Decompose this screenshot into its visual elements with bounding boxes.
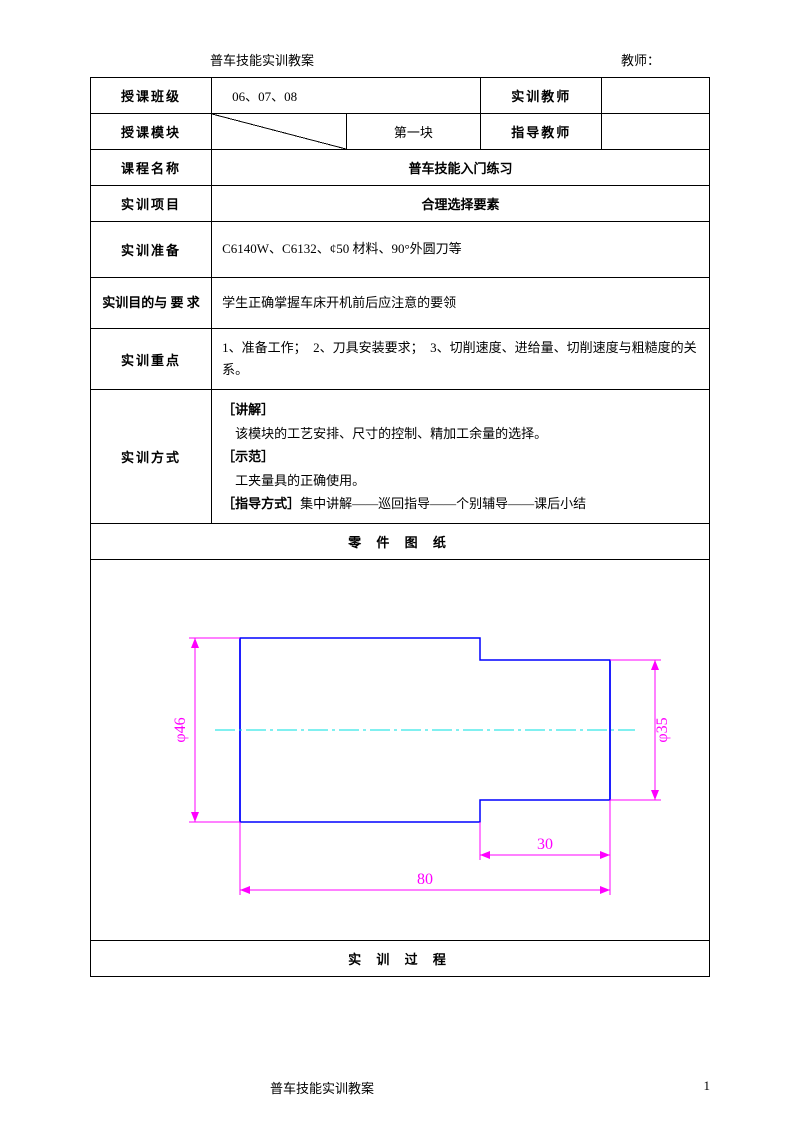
header-teacher: 教师： <box>621 50 660 69</box>
module-label: 授课模块 <box>91 114 212 150</box>
lecture-label: ［讲解］ <box>222 398 699 421</box>
svg-text:80: 80 <box>417 871 433 888</box>
process-title: 实 训 过 程 <box>91 941 710 977</box>
header-title: 普车技能实训教案 <box>210 50 314 69</box>
drawing-cell: φ46 φ35 30 80 <box>91 560 710 941</box>
item-label: 实训项目 <box>91 186 212 222</box>
table-row: 实训项目 合理选择要素 <box>91 186 710 222</box>
goal-value: 学生正确掌握车床开机前后应注意的要领 <box>212 278 710 329</box>
prep-value: C6140W、C6132、¢50 材料、90°外圆刀等 <box>212 222 710 278</box>
lesson-plan-table: 授课班级 06、07、08 实训教师 授课模块 第一块 指导教师 课程名称 普车… <box>90 77 710 977</box>
course-label: 课程名称 <box>91 150 212 186</box>
svg-text:30: 30 <box>537 836 553 853</box>
diagonal-cell <box>212 114 347 150</box>
advisor-label: 指导教师 <box>481 114 602 150</box>
trainer-label: 实训教师 <box>481 78 602 114</box>
table-row: 零 件 图 纸 <box>91 524 710 560</box>
method-label: 实训方式 <box>91 390 212 524</box>
page-header: 普车技能实训教案 教师： <box>90 50 710 77</box>
trainer-value <box>602 78 710 114</box>
goal-label: 实训目的与 要 求 <box>91 278 212 329</box>
part-drawing-svg: φ46 φ35 30 80 <box>120 580 680 920</box>
table-row: 授课模块 第一块 指导教师 <box>91 114 710 150</box>
footer-text: 普车技能实训教案 <box>270 1078 374 1097</box>
block-value: 第一块 <box>346 114 481 150</box>
lecture-text: 该模块的工艺安排、尺寸的控制、精加工余量的选择。 <box>222 422 699 445</box>
course-value: 普车技能入门练习 <box>212 150 710 186</box>
prep-label: 实训准备 <box>91 222 212 278</box>
advisor-value <box>602 114 710 150</box>
class-label: 授课班级 <box>91 78 212 114</box>
table-row: 实训方式 ［讲解］ 该模块的工艺安排、尺寸的控制、精加工余量的选择。 ［示范］ … <box>91 390 710 524</box>
guide-text: 集中讲解——巡回指导——个别辅导——课后小结 <box>300 496 586 511</box>
table-row: 实 训 过 程 <box>91 941 710 977</box>
class-value: 06、07、08 <box>212 78 481 114</box>
table-row: 课程名称 普车技能入门练习 <box>91 150 710 186</box>
focus-label: 实训重点 <box>91 329 212 390</box>
demo-label: ［示范］ <box>222 445 699 468</box>
page-footer: 普车技能实训教案 1 <box>0 1058 800 1097</box>
table-row: 实训重点 1、准备工作； 2、刀具安装要求； 3、切削速度、进给量、切削速度与粗… <box>91 329 710 390</box>
footer-page: 1 <box>704 1078 711 1097</box>
demo-text: 工夹量具的正确使用。 <box>222 469 699 492</box>
guide-label: ［指导方式］ <box>222 496 300 511</box>
guide-line: ［指导方式］集中讲解——巡回指导——个别辅导——课后小结 <box>222 492 699 515</box>
table-row: 授课班级 06、07、08 实训教师 <box>91 78 710 114</box>
item-value: 合理选择要素 <box>212 186 710 222</box>
svg-text:φ46: φ46 <box>172 718 189 743</box>
table-row: 实训准备 C6140W、C6132、¢50 材料、90°外圆刀等 <box>91 222 710 278</box>
table-row: 实训目的与 要 求 学生正确掌握车床开机前后应注意的要领 <box>91 278 710 329</box>
drawing-title: 零 件 图 纸 <box>91 524 710 560</box>
svg-text:φ35: φ35 <box>654 718 671 743</box>
table-row: φ46 φ35 30 80 <box>91 560 710 941</box>
focus-value: 1、准备工作； 2、刀具安装要求； 3、切削速度、进给量、切削速度与粗糙度的关系… <box>212 329 710 390</box>
method-content: ［讲解］ 该模块的工艺安排、尺寸的控制、精加工余量的选择。 ［示范］ 工夹量具的… <box>212 390 710 524</box>
